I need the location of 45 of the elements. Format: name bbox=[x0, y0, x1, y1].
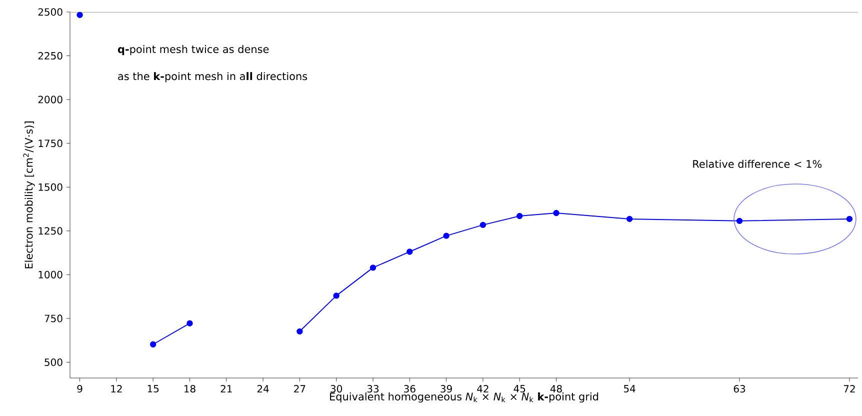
point bbox=[76, 12, 83, 18]
x-tick-label: 33 bbox=[367, 385, 379, 393]
x-tick-label: 63 bbox=[734, 385, 746, 393]
x-tick-label: 72 bbox=[844, 385, 855, 392]
point bbox=[186, 320, 193, 326]
point bbox=[150, 341, 156, 348]
point bbox=[553, 210, 560, 216]
y-tick-label: 1000 bbox=[38, 270, 62, 278]
point bbox=[296, 328, 303, 335]
point bbox=[516, 212, 523, 220]
annotation: as the k-point mesh in all directions bbox=[118, 72, 308, 82]
y-axis-title: Electron mobility [cm$^{2}$/(V·s)] bbox=[23, 122, 35, 268]
x-tick-label: 15 bbox=[148, 385, 159, 392]
x-tick-label: 12 bbox=[111, 385, 122, 392]
point bbox=[443, 232, 450, 239]
x-tick-label: 18 bbox=[184, 385, 196, 393]
annotation: Relative difference < 1% bbox=[693, 160, 822, 168]
x-tick-label: 36 bbox=[404, 385, 416, 393]
y-tick-label: 2250 bbox=[38, 52, 62, 60]
x-tick-label: 9 bbox=[77, 385, 82, 393]
x-tick-label: 45 bbox=[514, 385, 526, 392]
y-tick-label: 2000 bbox=[38, 96, 62, 104]
annotation: q-point mesh twice as dense bbox=[118, 45, 269, 56]
point bbox=[846, 216, 853, 222]
y-tick-label: 1750 bbox=[38, 140, 62, 148]
y-tick-label: 1500 bbox=[38, 183, 62, 191]
x-tick-label: 30 bbox=[330, 385, 342, 393]
point bbox=[626, 216, 633, 222]
x-tick-label: 24 bbox=[257, 385, 269, 392]
y-tick-label: 750 bbox=[44, 314, 62, 322]
point bbox=[480, 222, 486, 228]
text: Equivalent homogeneous N$_{k}$ × N$_{k}$ × N$_{k}$ k-point grid bbox=[330, 392, 598, 403]
x-tick-label: 42 bbox=[477, 385, 488, 392]
x-tick-label: 21 bbox=[220, 385, 232, 392]
x-tick-label: 48 bbox=[550, 385, 562, 393]
point bbox=[370, 264, 376, 271]
x-tick-label: 39 bbox=[440, 385, 452, 393]
point bbox=[406, 248, 413, 255]
y-tick-label: 2500 bbox=[38, 8, 62, 16]
y-tick-label: 500 bbox=[44, 358, 62, 366]
x-tick-label: 54 bbox=[624, 385, 636, 392]
point bbox=[736, 218, 743, 224]
point bbox=[333, 292, 340, 299]
y-tick-label: 1250 bbox=[38, 227, 62, 235]
x-tick-label: 27 bbox=[294, 385, 306, 392]
